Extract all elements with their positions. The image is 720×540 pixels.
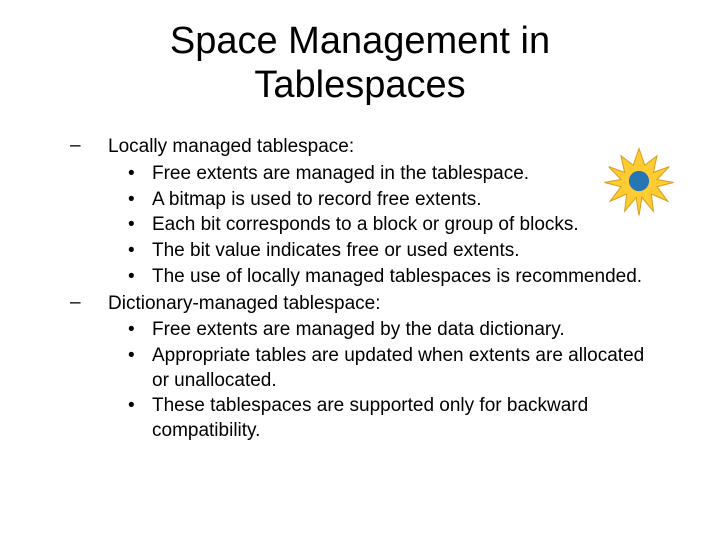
bullet-item: Free extents are managed in the tablespa… <box>118 162 660 187</box>
section-label: Dictionary-managed tablespace: <box>108 292 660 317</box>
bullet-list: Free extents are managed in the tablespa… <box>108 162 660 289</box>
bullet-item: Free extents are managed by the data dic… <box>118 318 660 343</box>
section-item: Dictionary-managed tablespace: Free exte… <box>70 292 660 444</box>
slide-container: Space Management in Tablespaces Locally … <box>0 0 720 540</box>
outer-list: Locally managed tablespace: Free extents… <box>70 135 660 443</box>
section-item: Locally managed tablespace: Free extents… <box>70 135 660 289</box>
slide-title: Space Management in Tablespaces <box>70 20 650 107</box>
bullet-item: A bitmap is used to record free extents. <box>118 188 660 213</box>
slide-content: Locally managed tablespace: Free extents… <box>30 135 690 443</box>
bullet-item: The use of locally managed tablespaces i… <box>118 265 660 290</box>
section-label: Locally managed tablespace: <box>108 135 660 160</box>
bullet-item: Appropriate tables are updated when exte… <box>118 344 660 393</box>
bullet-list: Free extents are managed by the data dic… <box>108 318 660 443</box>
bullet-item: Each bit corresponds to a block or group… <box>118 213 660 238</box>
bullet-item: The bit value indicates free or used ext… <box>118 239 660 264</box>
bullet-item: These tablespaces are supported only for… <box>118 394 660 443</box>
